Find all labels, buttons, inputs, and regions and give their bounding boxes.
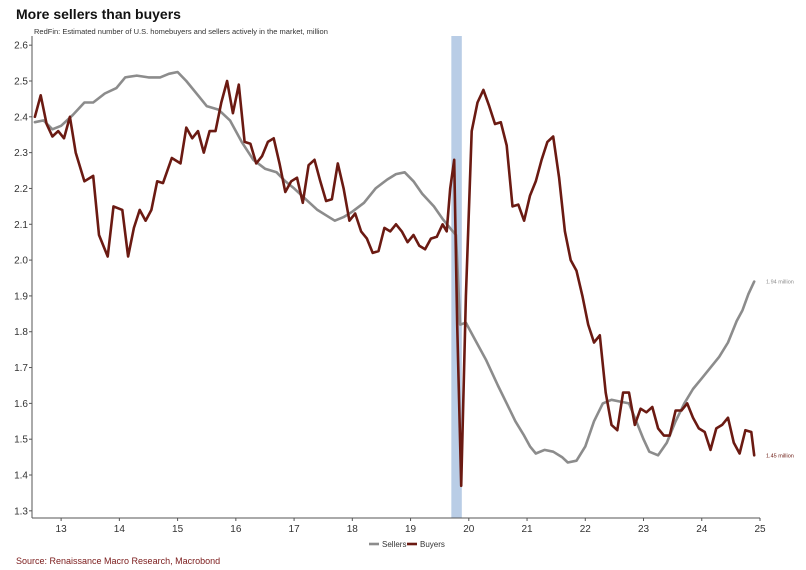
x-tick-label: 16 [230, 524, 242, 535]
end-label-sellers: 1.94 million [766, 280, 794, 286]
x-tick-label: 15 [172, 524, 184, 535]
y-tick-label: 1.5 [14, 435, 28, 446]
y-tick-label: 2.5 [14, 76, 28, 87]
x-tick-label: 17 [289, 524, 301, 535]
y-tick-label: 2.0 [14, 256, 28, 267]
y-tick-label: 1.7 [14, 363, 28, 374]
y-tick-label: 2.2 [14, 184, 28, 195]
y-tick-label: 2.1 [14, 220, 28, 231]
end-label-buyers: 1.45 million [766, 453, 794, 459]
legend-label-buyers: Buyers [420, 540, 445, 549]
x-tick-label: 24 [696, 524, 708, 535]
legend-label-sellers: Sellers [382, 540, 406, 549]
series-line-buyers [33, 79, 756, 488]
y-tick-label: 1.6 [14, 399, 28, 410]
y-tick-label: 1.9 [14, 291, 28, 302]
x-tick-label: 13 [56, 524, 68, 535]
x-tick-label: 22 [580, 524, 592, 535]
y-tick-label: 2.4 [14, 112, 28, 123]
x-tick-label: 19 [405, 524, 417, 535]
chart-title: More sellers than buyers [16, 6, 181, 22]
x-tick-label: 20 [463, 524, 475, 535]
y-tick-label: 2.3 [14, 148, 28, 159]
x-tick-label: 25 [754, 524, 766, 535]
y-tick-label: 1.4 [14, 471, 28, 482]
y-tick-label: 1.8 [14, 327, 28, 338]
x-tick-label: 18 [347, 524, 359, 535]
source-note: Source: Renaissance Macro Research, Macr… [16, 556, 221, 566]
y-tick-label: 2.6 [14, 41, 28, 52]
x-tick-label: 21 [521, 524, 533, 535]
x-tick-label: 23 [638, 524, 650, 535]
chart-subtitle: RedFin: Estimated number of U.S. homebuy… [34, 27, 328, 36]
x-tick-label: 14 [114, 524, 126, 535]
y-tick-label: 1.3 [14, 506, 28, 517]
series-line-sellers [33, 70, 756, 464]
